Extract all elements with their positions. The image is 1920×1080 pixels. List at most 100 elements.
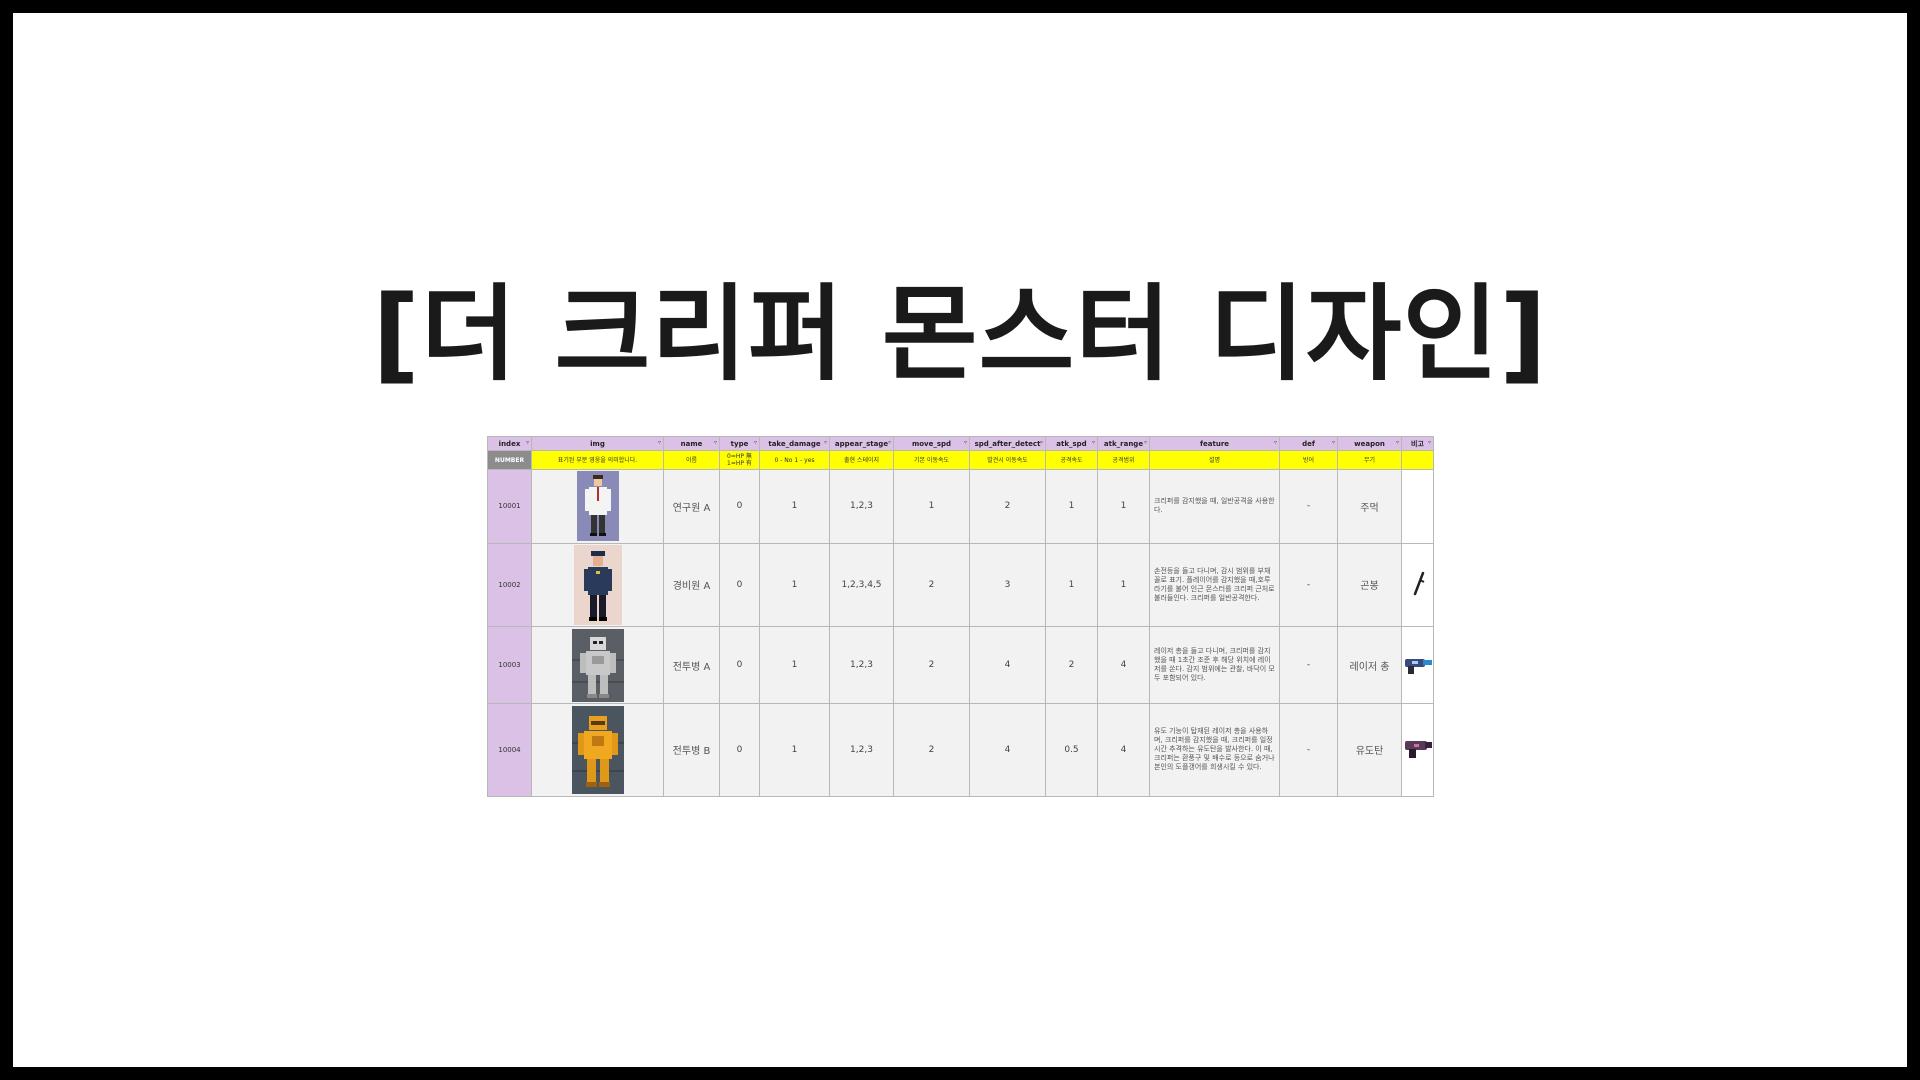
header-cell[interactable]: take_damage ▿ — [759, 435, 830, 452]
filter-icon[interactable]: ▿ — [1091, 439, 1095, 446]
header-cell[interactable]: name ▿ — [663, 435, 720, 452]
subheader-cell[interactable]: 0 - No 1 - yes — [759, 450, 830, 471]
index-cell[interactable]: 10001 — [487, 469, 532, 544]
name-cell[interactable]: 경비원 A — [663, 542, 720, 628]
name-cell[interactable]: 전투병 B — [663, 702, 720, 798]
img-cell[interactable] — [531, 702, 664, 798]
filter-icon[interactable]: ▿ — [713, 439, 717, 446]
header-cell[interactable]: 비고 ▿ — [1401, 435, 1434, 452]
spd-after-detect-cell[interactable]: 3 — [969, 542, 1046, 628]
take-damage-cell[interactable]: 1 — [759, 702, 830, 798]
spd-after-detect-cell[interactable]: 4 — [969, 626, 1046, 704]
subheader-cell[interactable]: 무기 — [1337, 450, 1402, 471]
def-cell[interactable]: - — [1279, 626, 1338, 704]
type-cell[interactable]: 0 — [719, 626, 760, 704]
subheader-cell[interactable]: 설명 — [1149, 450, 1280, 471]
spd-after-detect-cell[interactable]: 2 — [969, 469, 1046, 544]
filter-icon[interactable]: ▿ — [1143, 439, 1147, 446]
atk-spd-cell[interactable]: 0.5 — [1045, 702, 1098, 798]
header-cell[interactable]: index ▿ — [487, 435, 532, 452]
subheader-cell[interactable]: 발견시 이동속도 — [969, 450, 1046, 471]
subheader-cell[interactable]: 이름 — [663, 450, 720, 471]
subheader-cell[interactable]: 표기된 부분 영웅을 의미합니다. — [531, 450, 664, 471]
subheader-cell[interactable]: 공격범위 — [1097, 450, 1150, 471]
note-cell[interactable] — [1401, 469, 1434, 544]
header-cell[interactable]: type ▿ — [719, 435, 760, 452]
name-cell[interactable]: 연구원 A — [663, 469, 720, 544]
def-cell[interactable]: - — [1279, 702, 1338, 798]
filter-icon[interactable]: ▿ — [1331, 439, 1335, 446]
filter-icon[interactable]: ▿ — [1395, 439, 1399, 446]
atk-spd-cell[interactable]: 2 — [1045, 626, 1098, 704]
atk-range-cell[interactable]: 4 — [1097, 626, 1150, 704]
filter-icon[interactable]: ▿ — [1427, 439, 1431, 446]
atk-range-cell[interactable]: 1 — [1097, 542, 1150, 628]
weapon-cell[interactable]: 주먹 — [1337, 469, 1402, 544]
header-cell[interactable]: atk_range ▿ — [1097, 435, 1150, 452]
description-row: NUMBER 표기된 부분 영웅을 의미합니다. 이름 0=HP 無 1=HP … — [487, 450, 1434, 471]
researcher-sprite — [576, 471, 619, 542]
filter-icon[interactable]: ▿ — [753, 439, 757, 446]
type-cell[interactable]: 0 — [719, 469, 760, 544]
type-cell[interactable]: 0 — [719, 542, 760, 628]
filter-icon[interactable]: ▿ — [525, 439, 529, 446]
subheader-cell[interactable]: 0=HP 無 1=HP 有 — [719, 450, 760, 471]
subheader-cell[interactable]: NUMBER — [487, 450, 532, 471]
header-cell[interactable]: weapon ▿ — [1337, 435, 1402, 452]
header-cell[interactable]: img ▿ — [531, 435, 664, 452]
subheader-cell[interactable]: 공격속도 — [1045, 450, 1098, 471]
def-cell[interactable]: - — [1279, 469, 1338, 544]
appear-stage-cell[interactable]: 1,2,3,4,5 — [829, 542, 894, 628]
subheader-cell[interactable]: 출현 스테이지 — [829, 450, 894, 471]
subheader-cell[interactable]: 기본 이동속도 — [893, 450, 970, 471]
filter-icon[interactable]: ▿ — [657, 439, 661, 446]
weapon-cell[interactable]: 곤봉 — [1337, 542, 1402, 628]
subheader-cell[interactable] — [1401, 450, 1434, 471]
note-cell[interactable] — [1401, 626, 1434, 704]
index-cell[interactable]: 10004 — [487, 702, 532, 798]
atk-spd-cell[interactable]: 1 — [1045, 469, 1098, 544]
header-cell[interactable]: atk_spd ▿ — [1045, 435, 1098, 452]
filter-icon[interactable]: ▿ — [963, 439, 967, 446]
move-spd-cell[interactable]: 2 — [893, 702, 970, 798]
subheader-cell[interactable]: 방어 — [1279, 450, 1338, 471]
weapon-cell[interactable]: 레이저 총 — [1337, 626, 1402, 704]
header-cell[interactable]: appear_stage ▿ — [829, 435, 894, 452]
move-spd-cell[interactable]: 2 — [893, 626, 970, 704]
weapon-cell[interactable]: 유도탄 — [1337, 702, 1402, 798]
header-cell[interactable]: move_spd ▿ — [893, 435, 970, 452]
atk-range-cell[interactable]: 4 — [1097, 702, 1150, 798]
filter-icon[interactable]: ▿ — [1039, 439, 1043, 446]
take-damage-cell[interactable]: 1 — [759, 626, 830, 704]
type-cell[interactable]: 0 — [719, 702, 760, 798]
name-cell[interactable]: 전투병 A — [663, 626, 720, 704]
filter-icon[interactable]: ▿ — [887, 439, 891, 446]
feature-cell[interactable]: 크리퍼를 감지했을 때, 일반공격을 사용한다. — [1149, 469, 1280, 544]
appear-stage-cell[interactable]: 1,2,3 — [829, 469, 894, 544]
feature-cell[interactable]: 유도 기능이 탑재된 레이저 총을 사용하며, 크리퍼를 감지했을 때, 크리퍼… — [1149, 702, 1280, 798]
appear-stage-cell[interactable]: 1,2,3 — [829, 626, 894, 704]
header-cell[interactable]: def ▿ — [1279, 435, 1338, 452]
note-cell[interactable] — [1401, 542, 1434, 628]
take-damage-cell[interactable]: 1 — [759, 542, 830, 628]
note-cell[interactable] — [1401, 702, 1434, 798]
filter-icon[interactable]: ▿ — [1273, 439, 1277, 446]
take-damage-cell[interactable]: 1 — [759, 469, 830, 544]
img-cell[interactable] — [531, 469, 664, 544]
move-spd-cell[interactable]: 1 — [893, 469, 970, 544]
header-cell[interactable]: spd_after_detect ▿ — [969, 435, 1046, 452]
index-cell[interactable]: 10002 — [487, 542, 532, 628]
atk-range-cell[interactable]: 1 — [1097, 469, 1150, 544]
img-cell[interactable] — [531, 626, 664, 704]
header-cell[interactable]: feature ▿ — [1149, 435, 1280, 452]
img-cell[interactable] — [531, 542, 664, 628]
move-spd-cell[interactable]: 2 — [893, 542, 970, 628]
def-cell[interactable]: - — [1279, 542, 1338, 628]
feature-cell[interactable]: 레이저 총을 들고 다니며, 크리퍼를 감지했을 때 1초간 조준 후 해당 위… — [1149, 626, 1280, 704]
index-cell[interactable]: 10003 — [487, 626, 532, 704]
spd-after-detect-cell[interactable]: 4 — [969, 702, 1046, 798]
feature-cell[interactable]: 손전등을 들고 다니며, 감시 범위를 부채꼴로 표기. 플레이어를 감지했을 … — [1149, 542, 1280, 628]
filter-icon[interactable]: ▿ — [823, 439, 827, 446]
appear-stage-cell[interactable]: 1,2,3 — [829, 702, 894, 798]
atk-spd-cell[interactable]: 1 — [1045, 542, 1098, 628]
